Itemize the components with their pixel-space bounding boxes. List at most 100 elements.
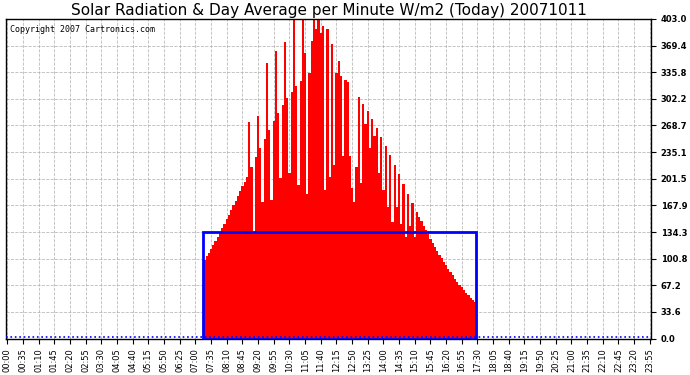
Bar [463,290,465,339]
Bar [255,158,257,339]
Bar [449,272,452,339]
Bar [362,104,364,339]
Bar [445,266,447,339]
Bar [416,212,418,339]
Bar [431,243,434,339]
Bar [333,165,335,339]
Bar [204,232,476,339]
Bar [228,214,230,339]
Bar [346,82,348,339]
Bar [458,285,461,339]
Bar [402,184,405,339]
Bar [215,241,217,339]
Bar [472,300,474,339]
Bar [302,19,304,339]
Bar [380,136,382,339]
Bar [310,41,313,339]
Bar [335,73,337,339]
Bar [467,295,470,339]
Bar [264,139,266,339]
Bar [351,188,353,339]
Bar [425,230,427,339]
Bar [250,167,253,339]
Bar [434,247,436,339]
Bar [391,222,393,339]
Bar [465,292,467,339]
Bar [275,51,277,339]
Bar [405,237,407,339]
Bar [378,173,380,339]
Bar [322,26,324,339]
Bar [373,136,375,339]
Bar [288,173,290,339]
Bar [204,260,206,339]
Bar [389,155,391,339]
Bar [319,33,322,339]
Bar [440,258,443,339]
Bar [474,302,476,339]
Bar [282,105,284,339]
Bar [290,92,293,339]
Bar [235,201,237,339]
Bar [357,96,360,339]
Bar [313,19,315,339]
Bar [400,224,402,339]
Bar [407,194,409,339]
Bar [344,80,346,339]
Bar [308,74,310,339]
Bar [387,207,389,339]
Bar [342,156,344,339]
Bar [324,190,326,339]
Bar [427,234,429,339]
Bar [429,238,431,339]
Bar [239,191,241,339]
Bar [213,245,215,339]
Bar [382,190,384,339]
Bar [315,29,317,339]
Bar [393,165,396,339]
Bar [304,53,306,339]
Bar [452,276,454,339]
Bar [337,61,339,339]
Bar [270,200,273,339]
Bar [328,177,331,339]
Bar [470,297,472,339]
Bar [317,19,319,339]
Bar [233,206,235,339]
Bar [208,253,210,339]
Bar [360,183,362,339]
Bar [226,219,228,339]
Bar [217,237,219,339]
Bar [413,237,416,339]
Bar [355,167,357,339]
Bar [420,221,422,339]
Bar [279,178,282,339]
Bar [299,81,302,339]
Bar [257,116,259,339]
Bar [331,44,333,339]
Title: Solar Radiation & Day Average per Minute W/m2 (Today) 20071011: Solar Radiation & Day Average per Minute… [70,3,586,18]
Bar [398,174,400,339]
Bar [461,287,463,339]
Bar [371,119,373,339]
Bar [353,202,355,339]
Bar [456,282,458,339]
Bar [396,207,398,339]
Bar [418,217,420,339]
Bar [375,128,378,339]
Bar [206,256,208,339]
Bar [273,121,275,339]
Bar [253,233,255,339]
Bar [284,42,286,339]
Bar [286,98,288,339]
Bar [411,203,413,339]
Bar [447,269,449,339]
Bar [248,122,250,339]
Bar [369,148,371,339]
Bar [293,19,295,339]
Bar [454,279,456,339]
Bar [348,156,351,339]
Bar [244,182,246,339]
Bar [384,146,387,339]
Bar [366,111,369,339]
